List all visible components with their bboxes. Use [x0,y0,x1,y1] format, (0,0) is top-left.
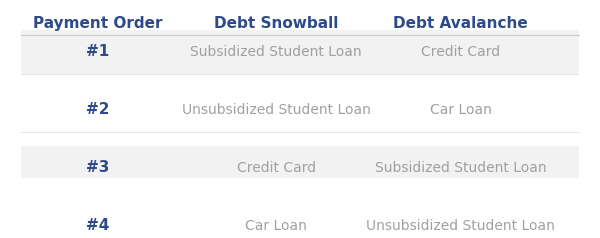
Text: #4: #4 [86,218,110,233]
Text: Car Loan: Car Loan [430,103,491,117]
Text: Debt Snowball: Debt Snowball [214,16,338,31]
Text: Subsidized Student Loan: Subsidized Student Loan [374,161,547,175]
Text: #3: #3 [86,160,110,175]
Text: Subsidized Student Loan: Subsidized Student Loan [190,45,362,59]
Text: Unsubsidized Student Loan: Unsubsidized Student Loan [182,103,371,117]
Text: Payment Order: Payment Order [33,16,163,31]
Text: #2: #2 [86,102,110,117]
Text: Credit Card: Credit Card [236,161,316,175]
FancyBboxPatch shape [20,88,580,132]
Text: Debt Avalanche: Debt Avalanche [393,16,528,31]
Text: Car Loan: Car Loan [245,219,307,233]
FancyBboxPatch shape [20,204,580,238]
FancyBboxPatch shape [20,30,580,74]
Text: Credit Card: Credit Card [421,45,500,59]
Text: Unsubsidized Student Loan: Unsubsidized Student Loan [366,219,555,233]
Text: #1: #1 [86,45,110,60]
FancyBboxPatch shape [20,146,580,189]
